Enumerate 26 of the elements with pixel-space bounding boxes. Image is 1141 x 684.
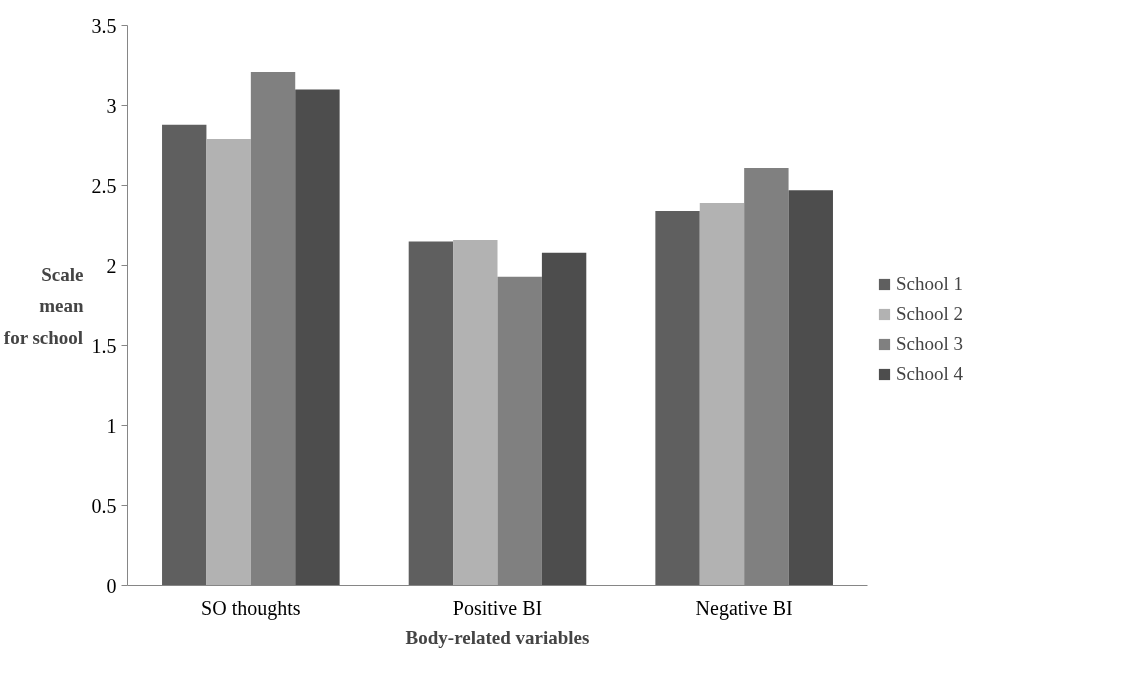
legend-label: School 3 [896, 333, 964, 355]
y-axis-title: Scale mean for school [3, 263, 84, 348]
x-tick-label: SO thoughts [201, 596, 301, 620]
bar [408, 241, 454, 586]
y-tick-label: 3.5 [91, 14, 117, 37]
bar [453, 239, 498, 586]
bar [206, 139, 251, 586]
x-tick-label: Negative BI [695, 596, 793, 620]
y-tick-label: 0.5 [91, 494, 117, 517]
x-tick-label: Positive BI [452, 596, 543, 619]
bar [655, 211, 700, 586]
legend-label: School 2 [896, 303, 964, 325]
x-axis-title: Body-related variables [405, 626, 590, 648]
bar [162, 124, 207, 586]
bar [788, 190, 833, 586]
y-tick-label: 3 [106, 94, 117, 117]
legend-label: School 1 [896, 273, 964, 295]
legend-label: School 4 [896, 363, 964, 385]
y-tick-label: 1 [106, 414, 117, 437]
bar [295, 89, 340, 586]
bar [699, 203, 745, 586]
y-tick-label: 2.5 [91, 174, 117, 197]
y-tick-label: 2 [106, 254, 117, 277]
y-tick-label: 1.5 [91, 334, 117, 357]
bar [541, 252, 587, 586]
y-tick-label: 0 [106, 574, 117, 597]
